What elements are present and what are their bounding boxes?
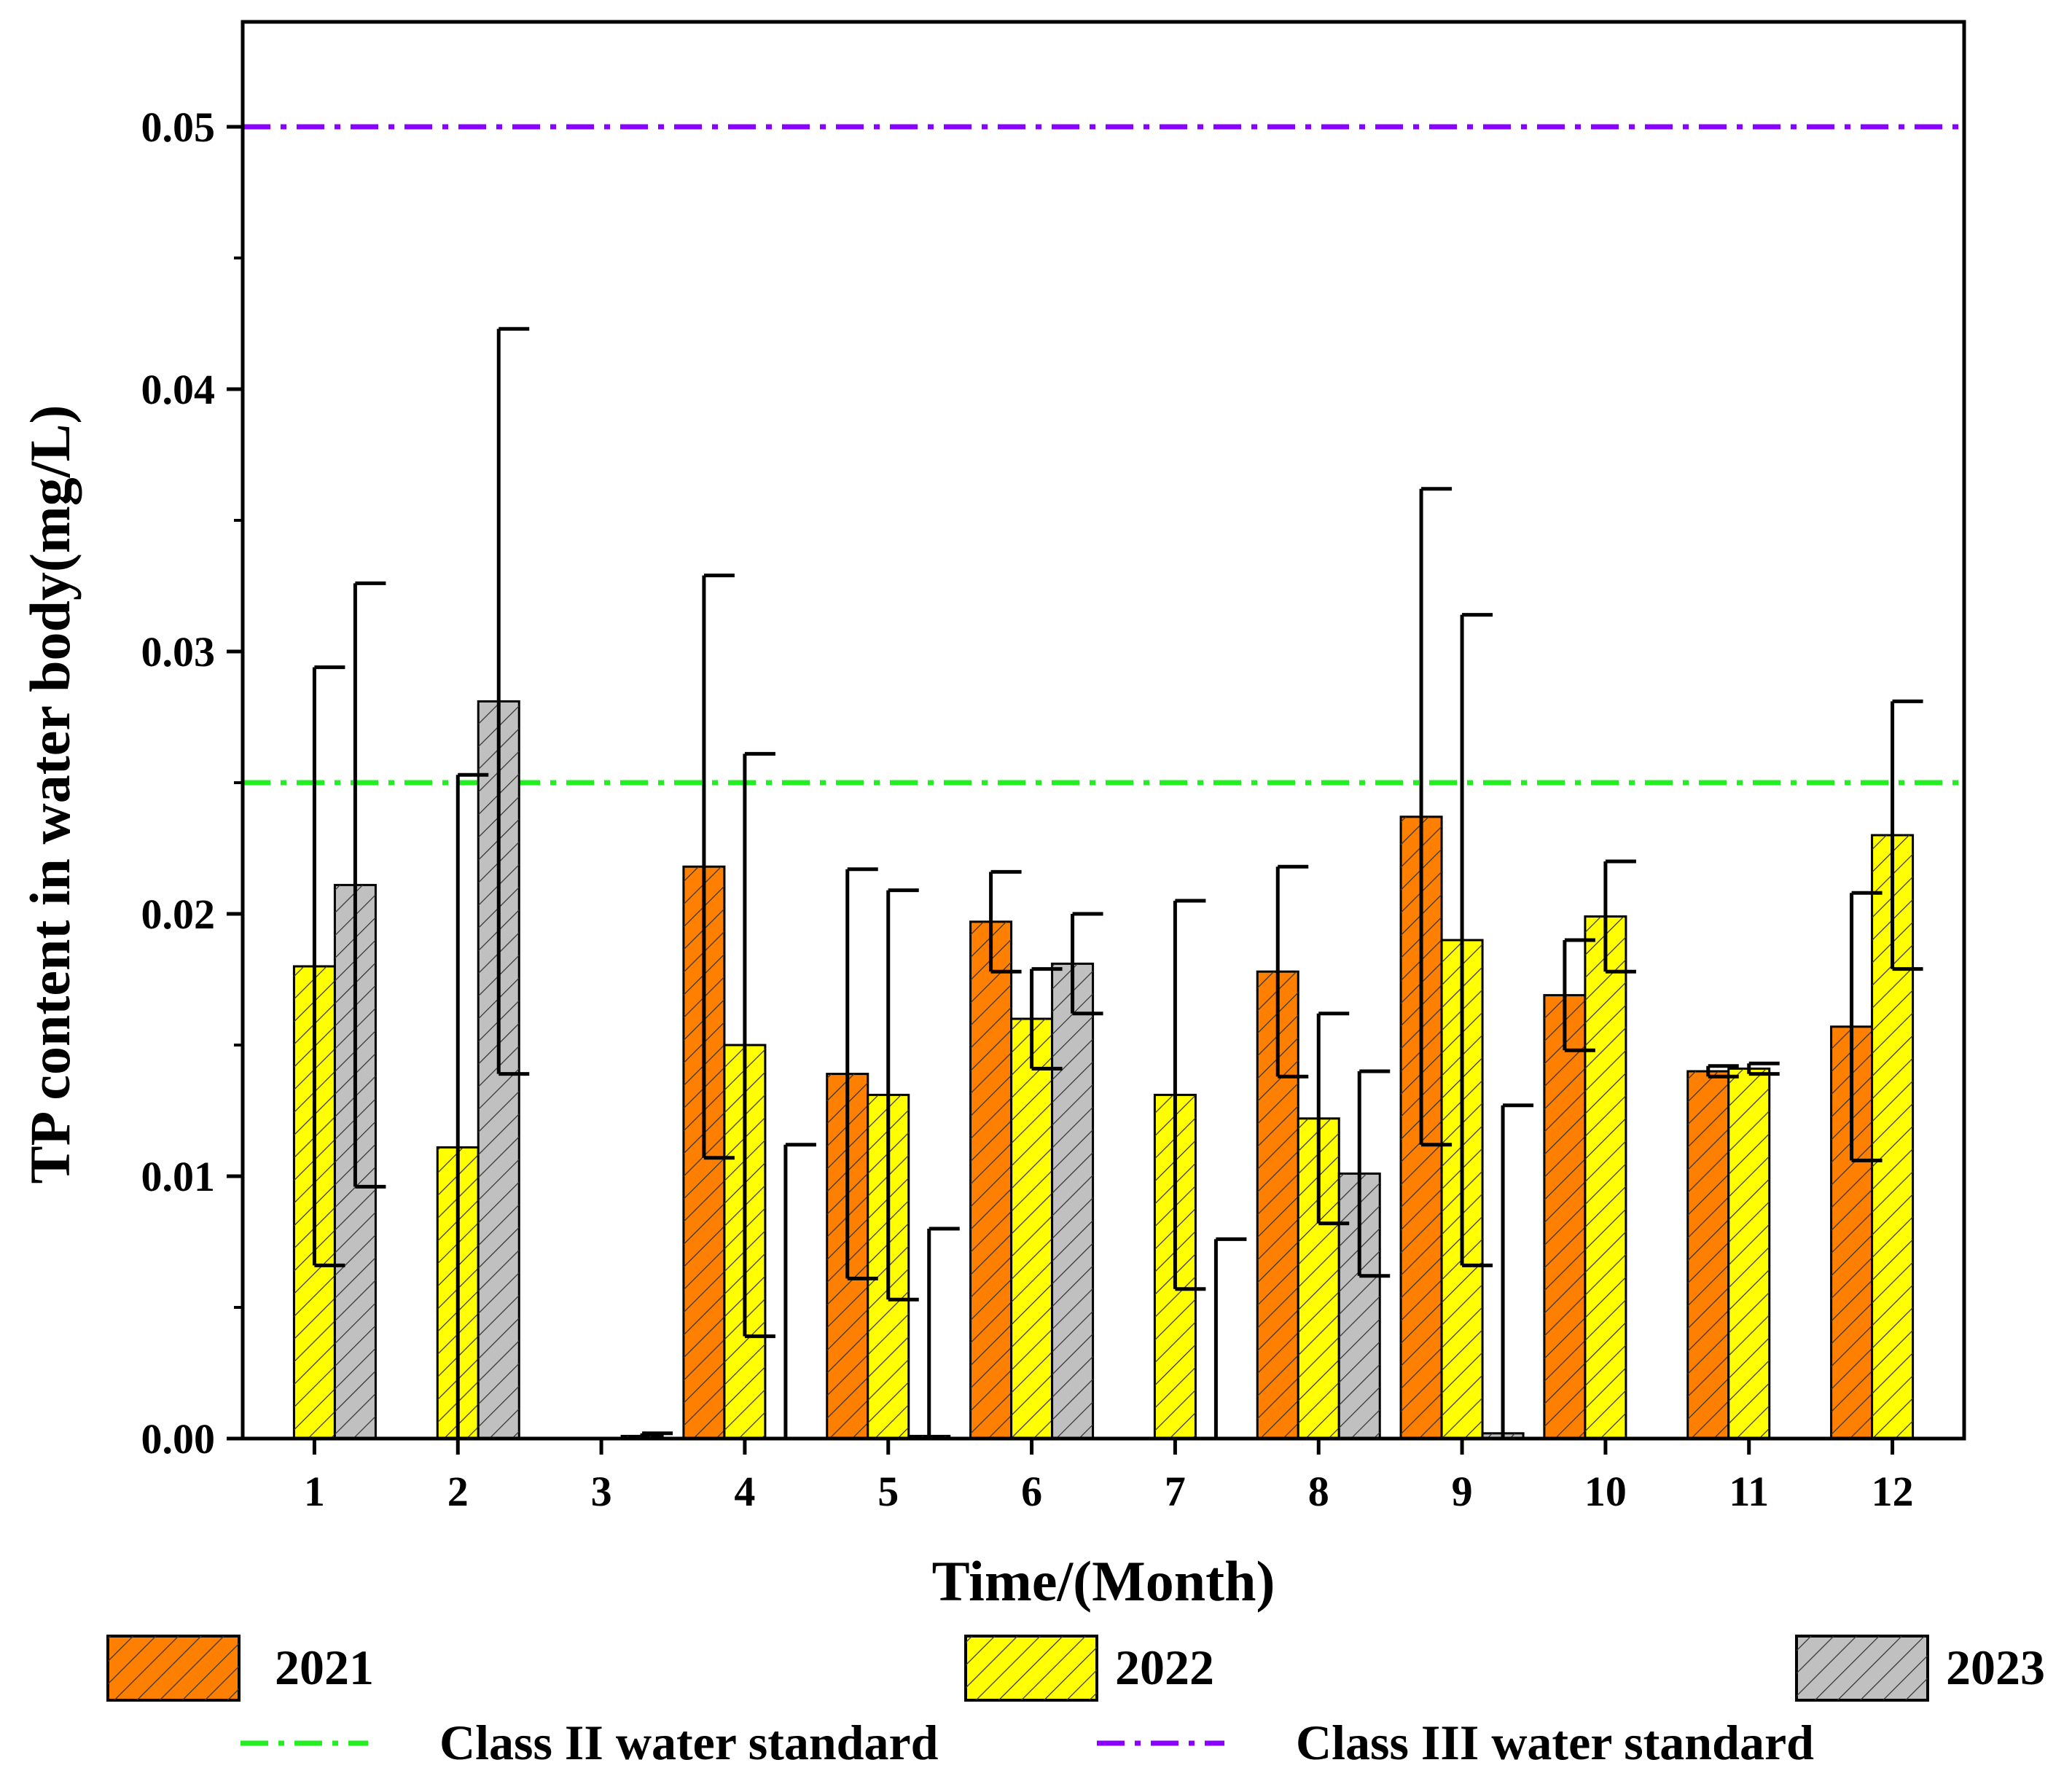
y-tick-label-0.01: 0.01 — [141, 1153, 216, 1200]
x-tick-label-7: 7 — [1165, 1468, 1186, 1515]
errorbar-2023-month-5 — [927, 1226, 960, 1439]
x-tick-label-1: 1 — [304, 1468, 325, 1515]
errorbar-2023-month-7 — [1213, 1237, 1247, 1439]
errorbar-2021-month-8 — [1275, 864, 1309, 1079]
legend-entry-class-ii: Class II water standard — [241, 1715, 939, 1770]
x-axis-title: Time/(Month) — [932, 1549, 1275, 1613]
legend: 2021 2022 2023 Class II water standard C… — [106, 1635, 2045, 1770]
errorbar-2023-month-8 — [1357, 1069, 1391, 1278]
y-tick-label-0.03: 0.03 — [141, 628, 216, 676]
errorbar-2021-month-11 — [1706, 1064, 1739, 1079]
errorbar-2023-month-2 — [496, 326, 530, 1076]
legend-entry-2022: 2022 — [964, 1635, 1214, 1702]
legend-entry-2023: 2023 — [1795, 1635, 2045, 1702]
errorbar-2022-month-11 — [1747, 1061, 1780, 1076]
legend-label-2023: 2023 — [1946, 1640, 2045, 1695]
legend-label-class-iii: Class III water standard — [1296, 1715, 1814, 1770]
errorbar-2021-month-6 — [989, 869, 1022, 974]
errorbar-2022-month-6 — [1030, 967, 1063, 1071]
y-tick-label-0.02: 0.02 — [141, 891, 216, 938]
x-tick-label-10: 10 — [1584, 1468, 1627, 1515]
x-tick-label-5: 5 — [877, 1468, 899, 1515]
errorbar-2022-month-7 — [1173, 899, 1206, 1291]
x-tick-label-4: 4 — [734, 1468, 755, 1515]
y-axis-title: TP content in water body(mg/L) — [18, 405, 82, 1184]
errorbar-2021-month-4 — [702, 574, 735, 1160]
errorbar-2023-month-4 — [783, 1143, 816, 1439]
errorbar-2022-month-10 — [1603, 859, 1636, 974]
y-tick-label-0.04: 0.04 — [141, 366, 216, 413]
legend-label-class-ii: Class II water standard — [439, 1715, 939, 1770]
errorbar-2023-month-1 — [353, 581, 386, 1189]
x-tick-label-8: 8 — [1308, 1468, 1329, 1515]
legend-entry-class-iii: Class III water standard — [1097, 1715, 1814, 1770]
y-tick-label-0.00: 0.00 — [141, 1415, 216, 1463]
x-tick-label-12: 12 — [1872, 1468, 1914, 1515]
errorbar-2023-month-6 — [1071, 912, 1103, 1016]
errorbar-2022-month-5 — [886, 888, 919, 1302]
errorbar-2022-month-9 — [1460, 613, 1493, 1267]
x-tick-label-2: 2 — [447, 1468, 469, 1515]
errorbar-2021-month-5 — [845, 867, 878, 1280]
x-tick-label-3: 3 — [591, 1468, 612, 1515]
errorbar-2022-month-8 — [1316, 1012, 1350, 1226]
x-tick-label-11: 11 — [1729, 1468, 1769, 1515]
plot-area: 0.000.010.020.030.040.05 1 2 3 4 5 6 7 8 9 10 11 12 — [141, 20, 1966, 1515]
legend-label-2022: 2022 — [1115, 1640, 1214, 1695]
x-tick-label-9: 9 — [1452, 1468, 1473, 1515]
errorbar-2021-month-9 — [1419, 487, 1453, 1147]
legend-entry-2021: 2021 — [106, 1635, 374, 1702]
x-tick-label-6: 6 — [1021, 1468, 1042, 1515]
errorbar-2021-month-12 — [1850, 891, 1883, 1162]
errorbar-2022-month-1 — [312, 665, 345, 1267]
errorbar-2022-month-12 — [1891, 699, 1923, 971]
errorbar-2022-month-4 — [743, 751, 775, 1339]
errorbar-2022-month-2 — [456, 772, 489, 1439]
plot-frame — [241, 20, 1966, 1441]
legend-label-2021: 2021 — [275, 1640, 374, 1695]
errorbar-2023-month-9 — [1501, 1103, 1534, 1439]
y-tick-label-0.05: 0.05 — [141, 103, 216, 151]
errorbar-2021-month-10 — [1563, 938, 1595, 1052]
